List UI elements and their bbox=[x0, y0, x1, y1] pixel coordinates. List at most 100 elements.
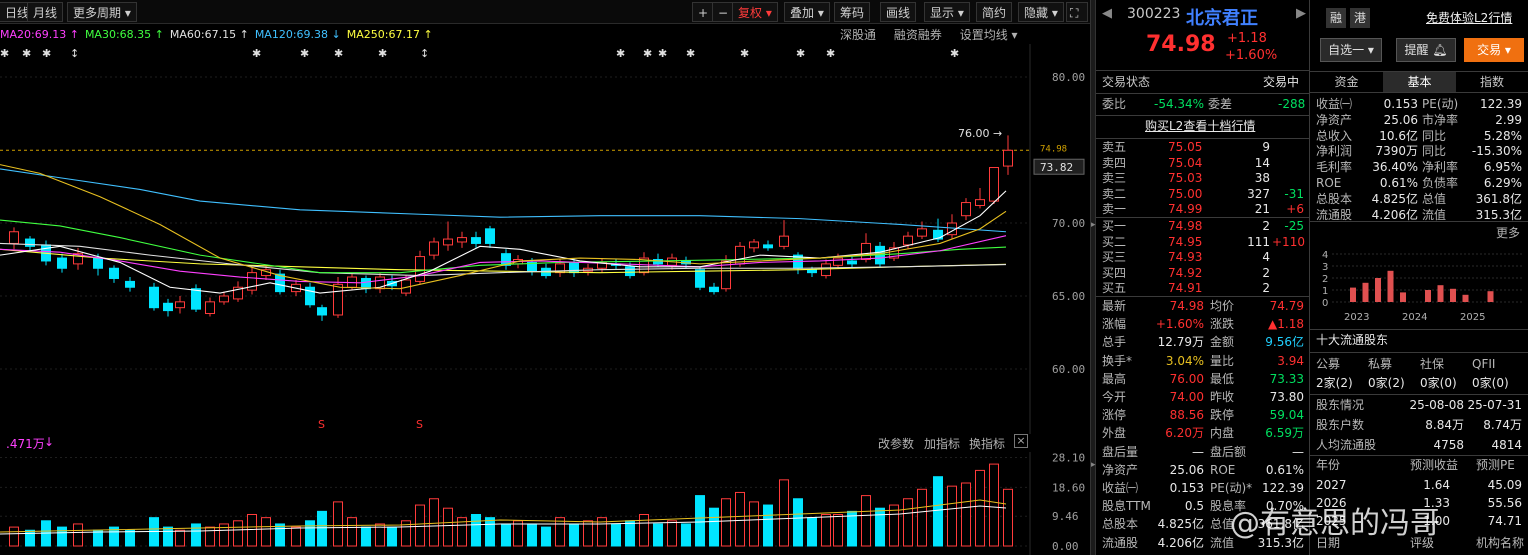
candle-body[interactable] bbox=[807, 269, 817, 274]
event-marker-icon[interactable]: ✱ bbox=[334, 47, 343, 60]
fullscreen-icon[interactable]: ⛶ bbox=[1066, 2, 1088, 22]
volume-bar[interactable] bbox=[275, 523, 285, 547]
volume-bar[interactable] bbox=[611, 523, 621, 547]
candle-body[interactable] bbox=[625, 266, 635, 277]
chips-button[interactable]: 筹码 bbox=[834, 2, 871, 22]
collapse-icon[interactable]: ▸ bbox=[1091, 460, 1096, 470]
l2-trial-link[interactable]: 免费体验L2行情 bbox=[1426, 11, 1513, 25]
volume-bar[interactable] bbox=[317, 510, 327, 547]
volume-bar[interactable] bbox=[291, 526, 301, 547]
volume-bar[interactable] bbox=[917, 488, 927, 547]
volume-bar[interactable] bbox=[833, 514, 843, 547]
panel-splitter[interactable]: ▸ ▸ bbox=[1090, 0, 1096, 555]
overlay-button[interactable]: 叠加 ▾ bbox=[784, 2, 830, 22]
alert-button[interactable]: 提醒 🔔︎ bbox=[1396, 38, 1456, 62]
candle-body[interactable] bbox=[9, 231, 19, 244]
volume-bar[interactable] bbox=[513, 520, 523, 547]
volume-bar[interactable] bbox=[333, 501, 343, 547]
candle-body[interactable] bbox=[93, 257, 103, 269]
signal-marker-icon[interactable]: S bbox=[318, 418, 325, 431]
volume-bar[interactable] bbox=[555, 517, 565, 547]
candle-body[interactable] bbox=[709, 286, 719, 293]
candle-body[interactable] bbox=[333, 283, 343, 316]
volume-bar[interactable] bbox=[735, 491, 745, 547]
event-marker-icon[interactable]: ✱ bbox=[616, 47, 625, 60]
event-marker-icon[interactable]: ✱ bbox=[796, 47, 805, 60]
volume-bar[interactable] bbox=[541, 526, 551, 547]
candle-body[interactable] bbox=[903, 235, 913, 246]
more-link[interactable]: 更多 bbox=[1496, 226, 1521, 240]
volume-bar[interactable] bbox=[947, 485, 957, 547]
volume-bar[interactable] bbox=[415, 504, 425, 547]
volume-bar[interactable] bbox=[961, 482, 971, 547]
volume-bar[interactable] bbox=[9, 526, 19, 547]
event-marker-icon[interactable]: ✱ bbox=[300, 47, 309, 60]
volume-bar[interactable] bbox=[625, 520, 635, 547]
tab-index[interactable]: 指数 bbox=[1479, 75, 1504, 89]
volume-bar[interactable] bbox=[667, 520, 677, 547]
add-indicator-link[interactable]: 加指标 bbox=[924, 437, 961, 451]
candle-body[interactable] bbox=[749, 241, 759, 249]
volume-bar[interactable] bbox=[205, 526, 215, 547]
volume-bar[interactable] bbox=[903, 498, 913, 547]
candle-body[interactable] bbox=[191, 288, 201, 310]
volume-bar[interactable] bbox=[695, 495, 705, 547]
l2-promo-link[interactable]: 购买L2查看十档行情 bbox=[1145, 119, 1256, 133]
event-marker-icon[interactable]: ↕ bbox=[420, 47, 429, 60]
candle-body[interactable] bbox=[457, 237, 467, 243]
tab-monthly[interactable]: 月线 bbox=[27, 2, 64, 22]
candle-body[interactable] bbox=[247, 272, 257, 291]
volume-bar[interactable] bbox=[401, 520, 411, 547]
volume-bar[interactable] bbox=[305, 520, 315, 547]
candle-body[interactable] bbox=[555, 263, 565, 274]
volume-bar[interactable] bbox=[847, 510, 857, 547]
event-marker-icon[interactable]: ✱ bbox=[0, 47, 9, 60]
candle-body[interactable] bbox=[317, 307, 327, 316]
candle-body[interactable] bbox=[163, 302, 173, 312]
volume-bar[interactable] bbox=[989, 463, 999, 547]
margin-link[interactable]: 融资融券 bbox=[893, 28, 942, 42]
candle-body[interactable] bbox=[695, 269, 705, 288]
volume-bar[interactable] bbox=[457, 517, 467, 547]
volume-bar[interactable] bbox=[109, 526, 119, 547]
event-marker-icon[interactable]: ✱ bbox=[42, 47, 51, 60]
volume-bar[interactable] bbox=[597, 517, 607, 547]
candle-body[interactable] bbox=[361, 277, 371, 290]
watchlist-button[interactable]: 自选一 ▾ bbox=[1320, 38, 1382, 62]
switch-indicator-link[interactable]: 换指标 bbox=[969, 437, 1006, 451]
volume-bar[interactable] bbox=[681, 523, 691, 547]
volume-bar[interactable] bbox=[861, 495, 871, 547]
candle-body[interactable] bbox=[429, 241, 439, 256]
candle-body[interactable] bbox=[205, 301, 215, 315]
hk-connect-link[interactable]: 深股通 bbox=[840, 28, 877, 42]
volume-bar[interactable] bbox=[821, 514, 831, 547]
volume-bar[interactable] bbox=[763, 504, 773, 547]
draw-button[interactable]: 画线 bbox=[880, 2, 917, 22]
candle-body[interactable] bbox=[25, 238, 35, 247]
event-marker-icon[interactable]: ✱ bbox=[950, 47, 959, 60]
candle-body[interactable] bbox=[975, 199, 985, 206]
candle-body[interactable] bbox=[149, 286, 159, 309]
volume-bar[interactable] bbox=[125, 529, 135, 547]
volume-bar[interactable] bbox=[73, 523, 83, 547]
trade-button[interactable]: 交易 ▾ bbox=[1464, 38, 1524, 62]
next-stock-icon[interactable]: ▶ bbox=[1296, 6, 1306, 21]
candle-body[interactable] bbox=[961, 202, 971, 217]
candle-body[interactable] bbox=[989, 167, 999, 202]
candle-body[interactable] bbox=[501, 253, 511, 266]
tab-basic[interactable]: 基本 bbox=[1383, 72, 1456, 92]
volume-bar[interactable] bbox=[387, 526, 397, 547]
volume-plot[interactable]: 28.10 18.60 9.46 0.00 bbox=[0, 452, 1090, 555]
candle-body[interactable] bbox=[861, 242, 871, 261]
candle-body[interactable] bbox=[889, 247, 899, 259]
volume-bar[interactable] bbox=[347, 517, 357, 547]
volume-bar[interactable] bbox=[569, 523, 579, 547]
ma-settings-link[interactable]: 设置均线 ▾ bbox=[959, 28, 1018, 42]
candle-body[interactable] bbox=[933, 229, 943, 240]
candle-body[interactable] bbox=[1003, 149, 1013, 167]
candle-body[interactable] bbox=[763, 244, 773, 249]
volume-bar[interactable] bbox=[583, 520, 593, 547]
collapse-icon[interactable]: ▸ bbox=[1091, 220, 1096, 230]
volume-bar[interactable] bbox=[793, 498, 803, 547]
volume-bar[interactable] bbox=[807, 517, 817, 547]
